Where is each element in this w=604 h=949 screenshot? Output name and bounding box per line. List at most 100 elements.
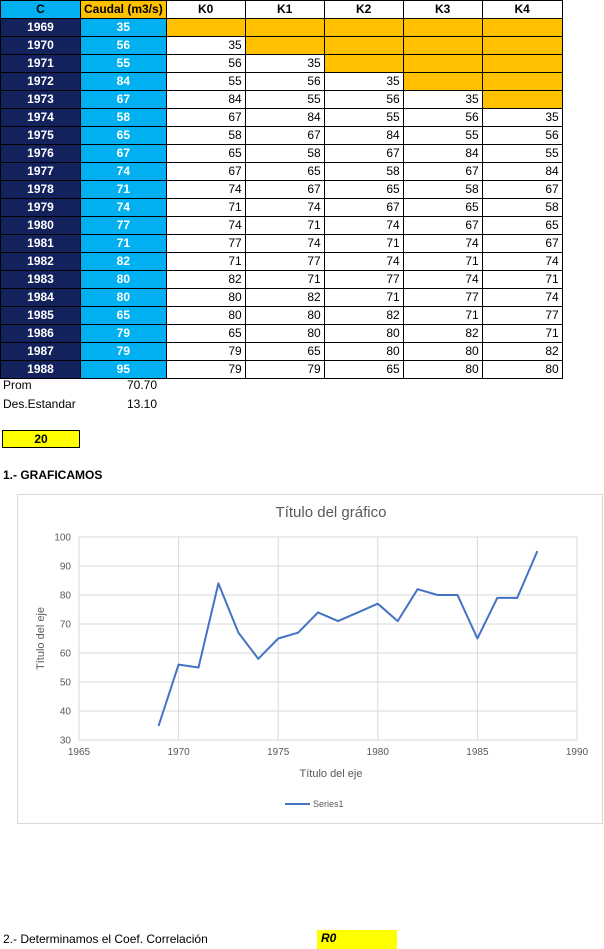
k0-cell[interactable]: 79	[165, 342, 246, 361]
k1-cell[interactable]: 65	[244, 162, 325, 181]
flow-cell[interactable]: 79	[80, 342, 167, 361]
flow-cell[interactable]: 55	[80, 54, 167, 73]
k1-cell[interactable]: 56	[244, 72, 325, 91]
flow-cell[interactable]: 71	[80, 234, 167, 253]
flow-cell[interactable]: 58	[80, 108, 167, 127]
k3-cell[interactable]: 55	[402, 126, 483, 145]
k4-cell[interactable]: 71	[481, 324, 563, 343]
flow-cell[interactable]: 71	[80, 180, 167, 199]
year-cell[interactable]: 1976	[0, 144, 81, 163]
k2-cell[interactable]: 58	[323, 162, 404, 181]
k3-cell[interactable]: 74	[402, 234, 483, 253]
year-cell[interactable]: 1981	[0, 234, 81, 253]
k3-cell[interactable]	[402, 18, 483, 37]
line-chart[interactable]: 30 40 50 60 70 80 90 100 1965 1970 1975 1980 1985 199…	[17, 494, 603, 824]
year-cell[interactable]: 1979	[0, 198, 81, 217]
year-cell[interactable]: 1974	[0, 108, 81, 127]
k2-cell[interactable]	[323, 54, 404, 73]
header-k1[interactable]: K1	[244, 0, 325, 19]
k3-cell[interactable]: 35	[402, 90, 483, 109]
flow-cell[interactable]: 79	[80, 324, 167, 343]
year-cell[interactable]: 1971	[0, 54, 81, 73]
k2-cell[interactable]: 80	[323, 342, 404, 361]
k3-cell[interactable]: 67	[402, 162, 483, 181]
k4-cell[interactable]: 77	[481, 306, 563, 325]
k1-cell[interactable]: 74	[244, 198, 325, 217]
k0-cell[interactable]: 71	[165, 252, 246, 271]
year-cell[interactable]: 1970	[0, 36, 81, 55]
k3-cell[interactable]: 74	[402, 270, 483, 289]
k4-cell[interactable]: 74	[481, 252, 563, 271]
k2-cell[interactable]: 67	[323, 198, 404, 217]
k2-cell[interactable]: 80	[323, 324, 404, 343]
year-cell[interactable]: 1987	[0, 342, 81, 361]
k4-cell[interactable]	[481, 90, 563, 109]
year-cell[interactable]: 1983	[0, 270, 81, 289]
k1-cell[interactable]: 82	[244, 288, 325, 307]
year-cell[interactable]: 1985	[0, 306, 81, 325]
k3-cell[interactable]: 71	[402, 306, 483, 325]
k3-cell[interactable]	[402, 72, 483, 91]
k4-cell[interactable]	[481, 72, 563, 91]
k0-cell[interactable]: 58	[165, 126, 246, 145]
r0-cell[interactable]: R0	[317, 930, 397, 949]
k2-cell[interactable]: 65	[323, 180, 404, 199]
k4-cell[interactable]: 82	[481, 342, 563, 361]
header-k3[interactable]: K3	[402, 0, 483, 19]
k1-cell[interactable]: 74	[244, 234, 325, 253]
k1-cell[interactable]: 65	[244, 342, 325, 361]
k1-cell[interactable]	[244, 18, 325, 37]
k4-cell[interactable]	[481, 54, 563, 73]
k0-cell[interactable]: 35	[165, 36, 246, 55]
k1-cell[interactable]: 58	[244, 144, 325, 163]
k4-cell[interactable]: 67	[481, 180, 563, 199]
year-cell[interactable]: 1972	[0, 72, 81, 91]
year-cell[interactable]: 1982	[0, 252, 81, 271]
k4-cell[interactable]: 55	[481, 144, 563, 163]
k1-cell[interactable]: 71	[244, 216, 325, 235]
k0-cell[interactable]: 67	[165, 108, 246, 127]
k3-cell[interactable]: 84	[402, 144, 483, 163]
k1-cell[interactable]: 77	[244, 252, 325, 271]
k3-cell[interactable]: 80	[402, 360, 483, 379]
k4-cell[interactable]: 84	[481, 162, 563, 181]
header-k0[interactable]: K0	[165, 0, 246, 19]
k4-cell[interactable]: 71	[481, 270, 563, 289]
k1-cell[interactable]: 55	[244, 90, 325, 109]
k0-cell[interactable]: 77	[165, 234, 246, 253]
k2-cell[interactable]: 67	[323, 144, 404, 163]
k0-cell[interactable]: 65	[165, 324, 246, 343]
year-cell[interactable]: 1969	[0, 18, 81, 37]
k0-cell[interactable]: 55	[165, 72, 246, 91]
k1-cell[interactable]: 80	[244, 324, 325, 343]
year-cell[interactable]: 1973	[0, 90, 81, 109]
k2-cell[interactable]: 74	[323, 216, 404, 235]
k1-cell[interactable]: 80	[244, 306, 325, 325]
k0-cell[interactable]: 56	[165, 54, 246, 73]
k2-cell[interactable]: 77	[323, 270, 404, 289]
flow-cell[interactable]: 67	[80, 144, 167, 163]
k2-cell[interactable]: 56	[323, 90, 404, 109]
k3-cell[interactable]: 58	[402, 180, 483, 199]
k1-cell[interactable]	[244, 36, 325, 55]
k3-cell[interactable]: 82	[402, 324, 483, 343]
k3-cell[interactable]: 65	[402, 198, 483, 217]
k4-cell[interactable]: 35	[481, 108, 563, 127]
k4-cell[interactable]: 56	[481, 126, 563, 145]
k0-cell[interactable]: 84	[165, 90, 246, 109]
flow-cell[interactable]: 35	[80, 18, 167, 37]
flow-cell[interactable]: 82	[80, 252, 167, 271]
k1-cell[interactable]: 67	[244, 180, 325, 199]
k0-cell[interactable]: 71	[165, 198, 246, 217]
k3-cell[interactable]	[402, 36, 483, 55]
year-cell[interactable]: 1975	[0, 126, 81, 145]
k4-cell[interactable]: 65	[481, 216, 563, 235]
k4-cell[interactable]	[481, 18, 563, 37]
k3-cell[interactable]: 80	[402, 342, 483, 361]
k2-cell[interactable]: 84	[323, 126, 404, 145]
k4-cell[interactable]: 58	[481, 198, 563, 217]
std-label[interactable]: Des.Estandar	[3, 397, 76, 411]
k1-cell[interactable]: 79	[244, 360, 325, 379]
year-cell[interactable]: 1978	[0, 180, 81, 199]
flow-cell[interactable]: 65	[80, 126, 167, 145]
